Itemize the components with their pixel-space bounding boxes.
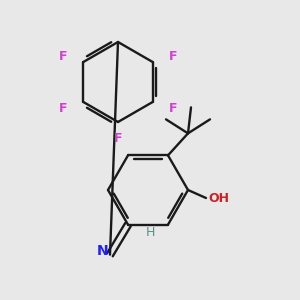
Text: F: F <box>169 50 177 62</box>
Text: F: F <box>59 101 68 115</box>
Text: N: N <box>97 244 109 258</box>
Text: F: F <box>59 50 68 62</box>
Text: OH: OH <box>208 191 229 205</box>
Text: F: F <box>114 131 122 145</box>
Text: H: H <box>146 226 155 239</box>
Text: F: F <box>169 101 177 115</box>
